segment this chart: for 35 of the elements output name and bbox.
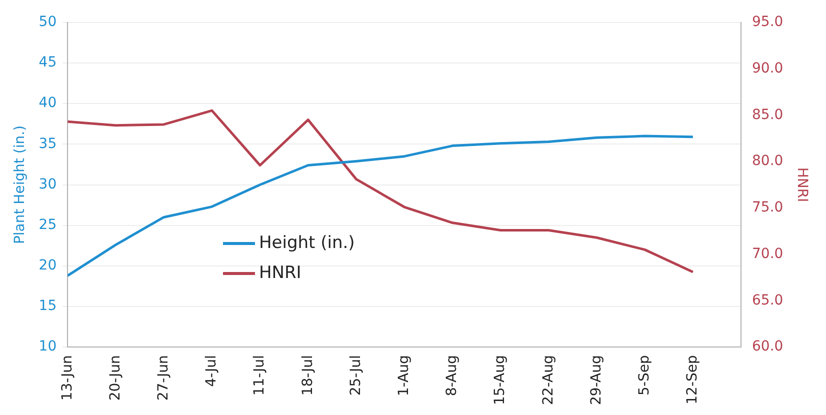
y2-tick-label: 65.0 — [752, 292, 784, 308]
x-tick-label: 8-Aug — [444, 355, 460, 396]
x-tick-label: 5-Sep — [636, 355, 652, 396]
x-tick-label: 12-Sep — [684, 355, 701, 404]
y-tick-label: 50 — [38, 14, 57, 30]
y2-tick-label: 60.0 — [752, 338, 784, 355]
x-tick-label: 25-Jul — [348, 355, 364, 396]
y-tick-label: 45 — [38, 54, 57, 71]
y2-tick-label: 90.0 — [752, 60, 784, 76]
y-tick-label: 30 — [38, 176, 57, 192]
y-tick-label: 20 — [38, 258, 57, 274]
y2-tick-label: 70.0 — [752, 246, 784, 262]
x-tick-label: 13-Jun — [59, 355, 76, 401]
y-tick-label: 10 — [38, 338, 57, 355]
legend-label: Height (in.) — [259, 233, 355, 253]
y-tick-label: 35 — [38, 136, 57, 152]
x-tick-label: 29-Aug — [588, 355, 604, 406]
x-tick-label: 11-Jul — [252, 355, 268, 396]
x-tick-label: 20-Jun — [107, 355, 124, 401]
y-tick-label: 15 — [38, 298, 57, 314]
x-tick-label: 15-Aug — [492, 355, 508, 406]
x-tick-label: 1-Aug — [396, 355, 412, 396]
y2-tick-label: 95.0 — [752, 14, 784, 30]
y-tick-label: 40 — [38, 95, 57, 112]
y2-tick-label: 75.0 — [752, 200, 784, 216]
y-tick-label: 25 — [38, 216, 57, 233]
x-tick-label: 27-Jun — [155, 355, 172, 401]
x-tick-label: 18-Jul — [300, 355, 316, 396]
y-axis-title: Plant Height (in.) — [12, 125, 28, 244]
x-tick-label: 22-Aug — [540, 355, 556, 406]
x-tick-label: 4-Jul — [204, 355, 220, 387]
y2-tick-label: 85.0 — [752, 106, 784, 123]
y2-axis-title: HNRI — [794, 167, 810, 202]
y2-tick-label: 80.0 — [752, 153, 784, 170]
legend-label: HNRI — [259, 263, 302, 283]
